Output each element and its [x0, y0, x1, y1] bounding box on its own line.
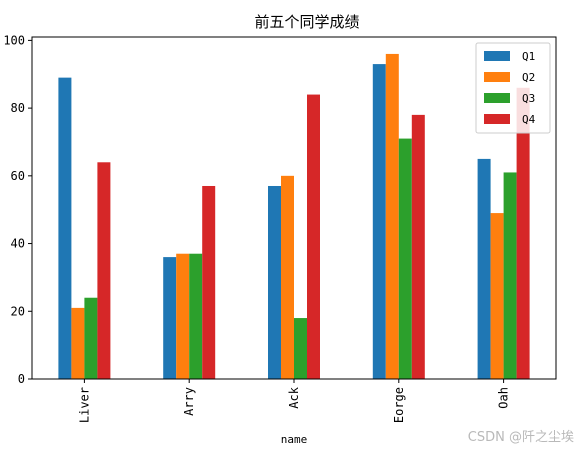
legend-swatch-q3	[484, 93, 510, 103]
bar-q4-eorge	[411, 114, 425, 379]
chart-title: 前五个同学成绩	[254, 13, 359, 31]
bar-q4-ack	[307, 94, 320, 379]
y-tick-label: 60	[11, 169, 25, 183]
bars-group	[58, 53, 530, 379]
y-tick-label: 80	[11, 101, 25, 115]
bar-q4-liver	[97, 162, 111, 379]
legend: Q1 Q2 Q3 Q4	[475, 42, 551, 134]
bar-q3-ack	[294, 318, 307, 379]
bar-q2-ack	[281, 175, 294, 379]
y-tick-label: 0	[18, 372, 25, 386]
bar-q3-arry	[189, 253, 203, 379]
legend-label-q4: Q4	[522, 113, 536, 126]
bar-q3-oah	[503, 172, 517, 379]
legend-label-q3: Q3	[522, 92, 535, 105]
bar-q2-arry	[176, 253, 190, 379]
bar-q4-arry	[202, 185, 216, 379]
bar-q2-eorge	[385, 53, 399, 379]
x-tick-label-eorge: Eorge	[392, 387, 406, 423]
legend-label-q1: Q1	[522, 50, 535, 63]
x-axis: Liver Arry Ack Eorge Oah	[77, 379, 511, 423]
legend-box	[475, 42, 551, 134]
x-tick-label-arry: Arry	[182, 387, 196, 416]
bar-q1-arry	[163, 257, 177, 379]
y-axis: 0 20 40 60 80 100	[3, 33, 32, 386]
bar-q1-eorge	[372, 64, 386, 379]
y-tick-label: 20	[11, 304, 25, 318]
x-tick-label-ack: Ack	[287, 386, 301, 408]
x-axis-label: name	[281, 433, 308, 446]
legend-swatch-q4	[484, 114, 510, 124]
bar-q3-eorge	[398, 138, 412, 379]
bar-q2-oah	[490, 213, 504, 379]
bar-q1-liver	[58, 77, 72, 379]
x-tick-label-liver: Liver	[77, 387, 91, 423]
watermark-text: CSDN @阡之尘埃	[468, 430, 574, 445]
bar-q4-oah	[516, 87, 530, 379]
legend-swatch-q2	[484, 72, 510, 82]
x-tick-label-oah: Oah	[497, 387, 511, 409]
legend-label-q2: Q2	[522, 71, 535, 84]
bar-q1-oah	[477, 158, 491, 379]
plot-frame	[31, 36, 557, 380]
y-tick-label: 100	[3, 33, 25, 47]
y-tick-label: 40	[11, 237, 25, 251]
bar-q1-ack	[268, 185, 281, 379]
legend-swatch-q1	[484, 51, 510, 61]
bar-q2-liver	[71, 307, 85, 379]
bar-q3-liver	[84, 297, 98, 379]
